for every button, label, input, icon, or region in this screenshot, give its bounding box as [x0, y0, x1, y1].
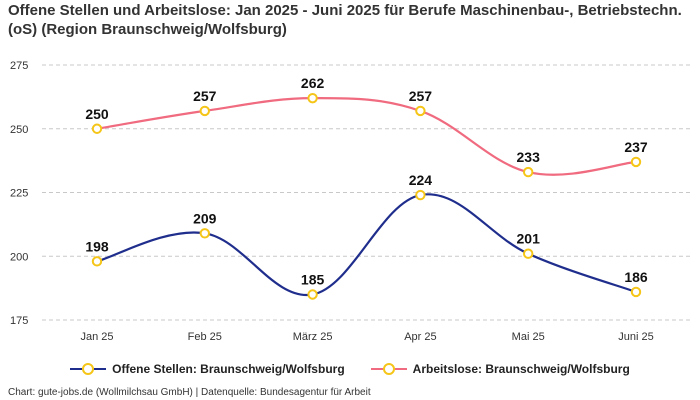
- grid-lines: [42, 64, 692, 321]
- y-axis-ticks: 175 200 225 250 275: [10, 60, 28, 327]
- data-point[interactable]: [199, 228, 211, 239]
- data-point[interactable]: [91, 123, 103, 134]
- chart-title: Offene Stellen und Arbeitslose: Jan 2025…: [8, 2, 682, 38]
- data-labels: 198 209 185 224 201 186 250 257 262 257 233 237: [85, 75, 648, 287]
- data-label: 209: [193, 210, 217, 226]
- y-tick-label: 200: [10, 251, 28, 263]
- x-tick-label: Mai 25: [512, 331, 545, 343]
- data-label: 201: [517, 231, 541, 247]
- data-point[interactable]: [307, 289, 318, 300]
- data-point[interactable]: [630, 286, 642, 298]
- series-line-1: [96, 97, 637, 176]
- x-tick-label: Juni 25: [618, 331, 653, 343]
- legend-label-offene-stellen: Offene Stellen: Braunschweig/Wolfsburg: [112, 362, 345, 376]
- data-label: 262: [301, 75, 325, 91]
- data-label: 250: [85, 106, 109, 122]
- data-point[interactable]: [523, 166, 534, 178]
- y-tick-label: 175: [10, 315, 28, 327]
- legend-swatch-arbeitslose: [370, 363, 407, 375]
- data-label: 257: [193, 88, 217, 104]
- data-point[interactable]: [91, 256, 103, 267]
- data-label: 185: [301, 272, 325, 288]
- y-tick-label: 250: [10, 124, 28, 136]
- legend-swatch-offene-stellen: [70, 363, 107, 375]
- legend-label-arbeitslose: Arbeitslose: Braunschweig/Wolfsburg: [412, 362, 630, 376]
- data-point[interactable]: [307, 92, 318, 104]
- legend-item-arbeitslose[interactable]: Arbeitslose: Braunschweig/Wolfsburg: [370, 362, 630, 376]
- data-point[interactable]: [415, 105, 426, 117]
- data-label: 233: [517, 149, 541, 165]
- data-label: 257: [409, 88, 433, 104]
- legend-item-offene-stellen[interactable]: Offene Stellen: Braunschweig/Wolfsburg: [70, 362, 345, 376]
- data-label: 224: [409, 172, 433, 188]
- data-point[interactable]: [630, 156, 642, 168]
- series-lines: [91, 92, 642, 300]
- data-point[interactable]: [415, 189, 426, 201]
- y-tick-label: 225: [10, 188, 28, 200]
- data-label: 186: [624, 269, 648, 285]
- series-line-0: [96, 193, 637, 297]
- legend: Offene Stellen: Braunschweig/Wolfsburg A…: [0, 362, 700, 376]
- y-tick-label: 275: [10, 60, 28, 72]
- x-axis-ticks: Jan 25 Feb 25 März 25 Apr 25 Mai 25 Juni 25: [80, 331, 653, 343]
- x-tick-label: Jan 25: [80, 331, 113, 343]
- data-label: 237: [624, 139, 648, 155]
- x-tick-label: März 25: [293, 331, 333, 343]
- line-chart: 175 200 225 250 275 Jan 25 Feb 25 März 25 Apr 2…: [10, 60, 692, 343]
- x-tick-label: Apr 25: [404, 331, 436, 343]
- data-label: 198: [85, 238, 109, 254]
- source-footer: Chart: gute-jobs.de (Wollmilchsau GmbH) …: [8, 387, 371, 398]
- data-point[interactable]: [199, 105, 211, 117]
- x-tick-label: Feb 25: [188, 331, 222, 343]
- data-point[interactable]: [523, 248, 534, 259]
